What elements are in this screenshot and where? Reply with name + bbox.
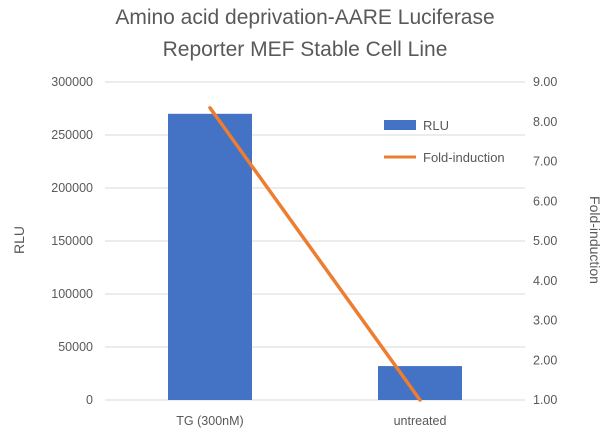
y2-tick-label-7: 8.00 <box>533 115 557 129</box>
x-tick-label-1: untreated <box>394 414 447 428</box>
y-axis-label: RLU <box>11 226 27 254</box>
y2-tick-label-6: 7.00 <box>533 155 557 169</box>
y2-tick-label-5: 6.00 <box>533 194 557 208</box>
y2-axis-label: Fold-induction <box>587 196 603 284</box>
x-axis-ticks: TG (300nM) untreated <box>176 414 446 428</box>
y-axis-ticks: 0 50000 100000 150000 200000 250000 300000 <box>51 75 93 407</box>
y-tick-label-0: 0 <box>86 393 93 407</box>
chart-title-line-2: Reporter MEF Stable Cell Line <box>163 38 448 61</box>
legend: RLU Fold-induction <box>384 118 505 165</box>
y2-tick-label-3: 4.00 <box>533 274 557 288</box>
bar-0 <box>168 113 252 401</box>
line-series <box>208 106 422 402</box>
legend-label-fold-induction: Fold-induction <box>423 150 505 165</box>
y-tick-label-4: 200000 <box>51 181 93 195</box>
y-tick-label-2: 100000 <box>51 287 93 301</box>
y-tick-label-3: 150000 <box>51 234 93 248</box>
bar-series <box>168 113 462 401</box>
legend-swatch-rlu <box>384 120 416 130</box>
y2-tick-label-0: 1.00 <box>533 393 557 407</box>
legend-label-rlu: RLU <box>423 118 449 133</box>
y2-tick-label-2: 3.00 <box>533 314 557 328</box>
y2-tick-label-4: 5.00 <box>533 234 557 248</box>
y2-tick-label-8: 9.00 <box>533 75 557 89</box>
y-tick-label-6: 300000 <box>51 75 93 89</box>
y2-axis-ticks: 1.00 2.00 3.00 4.00 5.00 6.00 7.00 8.00 9.00 <box>533 75 557 407</box>
y-tick-label-5: 250000 <box>51 128 93 142</box>
bar-1 <box>378 366 462 400</box>
chart-title-line-1: Amino acid deprivation-AARE Luciferase <box>115 6 494 29</box>
fold-induction-line <box>208 106 422 402</box>
y-tick-label-1: 50000 <box>58 340 93 354</box>
x-tick-label-0: TG (300nM) <box>176 414 243 428</box>
y2-tick-label-1: 2.00 <box>533 353 557 367</box>
